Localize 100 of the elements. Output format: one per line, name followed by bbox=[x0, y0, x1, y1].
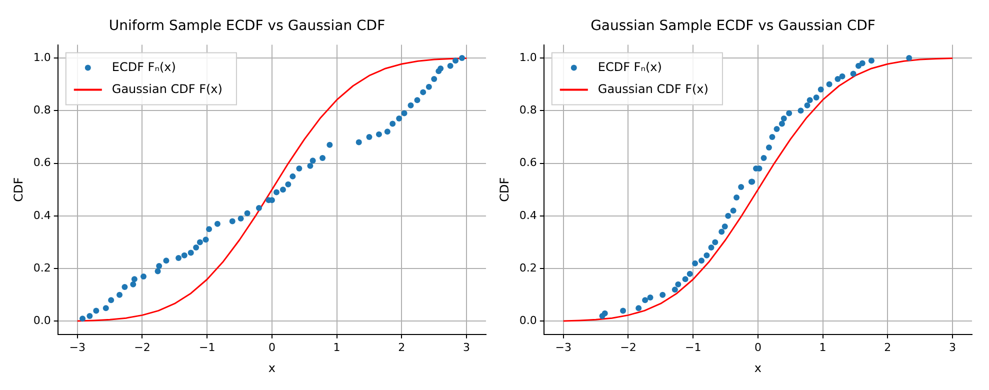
x-tick-label: −1 bbox=[684, 340, 702, 354]
point bbox=[769, 134, 776, 140]
point bbox=[818, 86, 824, 93]
legend-label: ECDF Fₙ(x) bbox=[112, 60, 176, 74]
point bbox=[290, 173, 296, 180]
point bbox=[859, 60, 866, 66]
point bbox=[730, 208, 736, 214]
point bbox=[431, 76, 438, 82]
x-tick-label: 2 bbox=[884, 340, 892, 354]
point bbox=[238, 216, 244, 222]
point bbox=[686, 270, 693, 277]
point bbox=[660, 292, 666, 298]
point bbox=[176, 255, 182, 262]
x-tick-label: 2 bbox=[398, 340, 406, 354]
point bbox=[102, 305, 109, 312]
x-tick-label: 1 bbox=[819, 340, 826, 354]
point bbox=[326, 142, 333, 148]
x-tick-label: 1 bbox=[333, 340, 340, 354]
x-tick-label: −2 bbox=[134, 340, 150, 354]
point bbox=[734, 194, 740, 200]
y-tick-label: 0.2 bbox=[519, 261, 537, 274]
point bbox=[356, 139, 362, 146]
y-tick-label: 0.8 bbox=[519, 103, 537, 116]
point bbox=[778, 120, 785, 127]
point bbox=[108, 297, 114, 304]
x-tick-label: −2 bbox=[620, 340, 636, 354]
point bbox=[156, 262, 162, 269]
legend-label: Gaussian CDF F(x) bbox=[112, 82, 222, 96]
point bbox=[256, 205, 262, 212]
point bbox=[273, 189, 280, 196]
point bbox=[420, 89, 426, 96]
y-tick-label: 0.0 bbox=[519, 314, 537, 328]
point bbox=[712, 239, 718, 246]
x-axis-title: x bbox=[268, 360, 276, 375]
point bbox=[426, 84, 432, 90]
point bbox=[310, 158, 316, 164]
point bbox=[798, 108, 804, 114]
point bbox=[806, 97, 813, 104]
point bbox=[760, 155, 767, 162]
y-tick-label: 0.8 bbox=[33, 103, 51, 116]
point bbox=[244, 210, 250, 216]
point bbox=[906, 54, 912, 61]
point bbox=[131, 276, 138, 282]
point bbox=[116, 292, 123, 298]
y-axis-title: CDF bbox=[497, 177, 512, 202]
point bbox=[438, 65, 444, 72]
point bbox=[196, 239, 203, 246]
point bbox=[718, 228, 725, 235]
point bbox=[86, 312, 93, 319]
point bbox=[675, 281, 682, 288]
point bbox=[408, 102, 414, 108]
point bbox=[774, 126, 780, 132]
x-tick-label: −1 bbox=[198, 340, 216, 354]
point bbox=[320, 155, 326, 162]
y-tick-label: 1.0 bbox=[33, 50, 51, 64]
legend-label: Gaussian CDF F(x) bbox=[598, 82, 708, 96]
point bbox=[229, 218, 236, 224]
point bbox=[738, 184, 744, 190]
point bbox=[376, 131, 382, 138]
point bbox=[140, 273, 147, 280]
y-tick-label: 0.4 bbox=[33, 208, 51, 222]
point bbox=[620, 308, 626, 314]
point bbox=[780, 116, 787, 122]
point bbox=[834, 76, 841, 82]
y-tick-label: 0.0 bbox=[33, 314, 51, 328]
point bbox=[647, 294, 654, 301]
point bbox=[459, 54, 465, 61]
point bbox=[366, 134, 372, 140]
point bbox=[154, 268, 161, 274]
y-axis-title: CDF bbox=[11, 177, 26, 202]
point bbox=[786, 110, 792, 116]
point bbox=[396, 116, 402, 122]
point bbox=[642, 297, 648, 304]
point bbox=[181, 252, 188, 258]
point bbox=[704, 252, 710, 258]
point bbox=[813, 94, 820, 100]
point bbox=[296, 166, 302, 172]
point bbox=[452, 58, 459, 64]
point bbox=[390, 120, 396, 127]
point bbox=[682, 276, 688, 282]
point bbox=[672, 286, 678, 293]
point bbox=[130, 281, 136, 288]
point bbox=[206, 226, 212, 232]
point bbox=[414, 97, 420, 104]
point bbox=[202, 236, 209, 243]
point bbox=[692, 260, 698, 266]
y-tick-label: 1.0 bbox=[519, 50, 537, 64]
point bbox=[285, 181, 292, 188]
point bbox=[93, 308, 100, 314]
point bbox=[214, 220, 220, 227]
point bbox=[636, 305, 642, 312]
point bbox=[826, 81, 832, 88]
point bbox=[839, 73, 846, 80]
point bbox=[602, 310, 608, 316]
x-tick-label: 0 bbox=[754, 340, 762, 354]
legend-label: ECDF Fₙ(x) bbox=[598, 60, 662, 74]
point bbox=[307, 162, 314, 169]
point bbox=[722, 223, 728, 230]
chart-title: Uniform Sample ECDF vs Gaussian CDF bbox=[108, 18, 386, 34]
point bbox=[384, 128, 390, 135]
